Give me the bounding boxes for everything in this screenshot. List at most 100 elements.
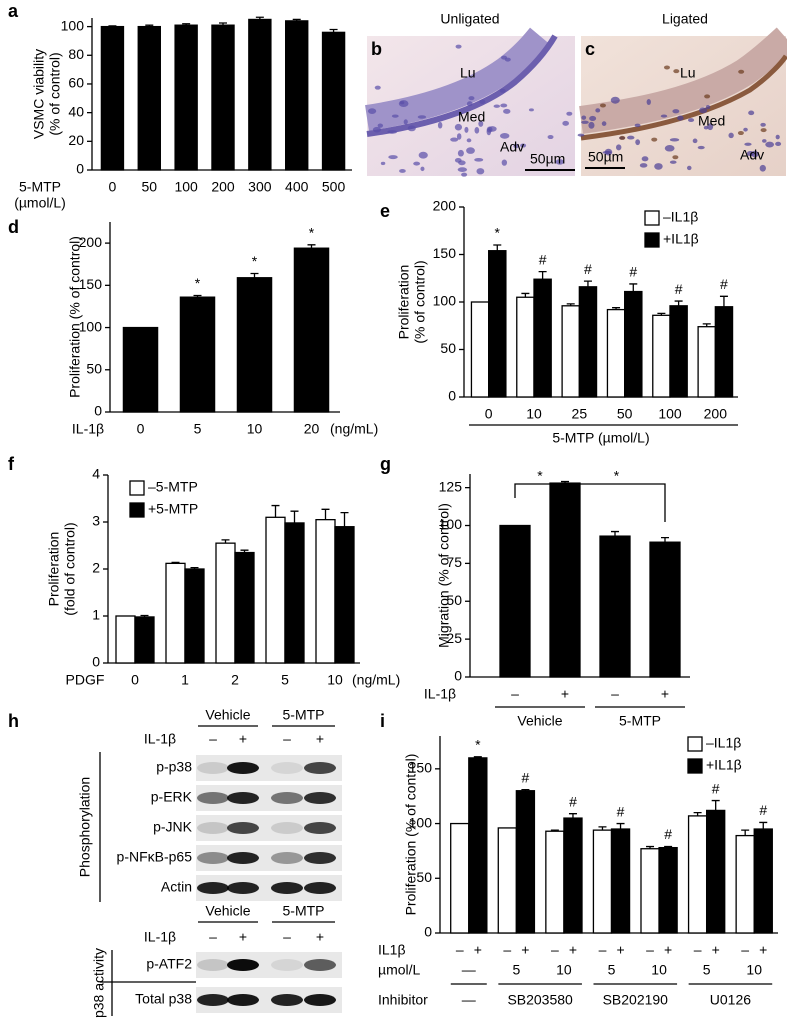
bar <box>640 848 660 934</box>
bar <box>714 306 734 398</box>
nucleus <box>672 155 679 160</box>
significance-marker: # <box>759 802 767 818</box>
nucleus <box>367 108 377 115</box>
scale-label: 50µm <box>588 149 623 165</box>
bar <box>488 250 507 398</box>
x-axis-label: IL-1β <box>424 686 456 702</box>
x-tick-label: 20 <box>304 421 320 437</box>
sign-label: – <box>283 731 291 747</box>
bar <box>753 828 773 934</box>
nucleus <box>654 163 663 170</box>
significance-bracket <box>567 483 666 522</box>
significance-marker: # <box>539 251 547 267</box>
bar <box>599 535 631 678</box>
error-bar <box>521 788 530 791</box>
blot-side-label: p38 activity <box>91 948 107 1018</box>
x-tick-label: 10 <box>327 672 343 688</box>
nucleus <box>760 128 767 133</box>
x-tick-label: 0 <box>485 406 493 422</box>
sign-label: – <box>551 942 559 958</box>
blot-row-label: Total p38 <box>135 991 192 1007</box>
nucleus <box>663 65 670 70</box>
y-tick-label: 50 <box>440 340 456 356</box>
nucleus <box>664 145 675 152</box>
blot-row-label: Actin <box>161 879 192 895</box>
legend-swatch <box>129 480 145 496</box>
legend-label: +IL1β <box>706 757 742 773</box>
bar <box>563 817 583 934</box>
bar <box>284 522 305 664</box>
nucleus <box>468 96 475 101</box>
nucleus <box>474 158 484 162</box>
error-bar <box>561 480 569 484</box>
y-tick-label: 200 <box>433 198 457 214</box>
x-tick-label: 5 <box>703 962 711 978</box>
significance-marker: * <box>252 253 258 269</box>
group-label: — <box>462 992 476 1008</box>
y-tick-label: 200 <box>79 234 103 250</box>
bar <box>265 516 286 664</box>
nucleus <box>499 133 510 139</box>
nucleus <box>692 138 698 144</box>
nucleus <box>450 137 459 142</box>
bar <box>624 290 643 398</box>
blot-band <box>227 959 259 971</box>
error-bar <box>629 283 638 292</box>
nucleus <box>699 107 708 114</box>
nucleus <box>581 115 587 120</box>
error-bar <box>171 561 180 564</box>
bar <box>174 24 198 171</box>
legend-label: –IL1β <box>706 735 741 751</box>
nucleus <box>403 119 408 125</box>
x-axis-label: (ng/mL) <box>352 672 400 688</box>
error-bar <box>493 244 502 251</box>
x-tick-label: 400 <box>285 179 309 195</box>
nucleus <box>391 114 399 118</box>
panel-label: c <box>585 39 595 59</box>
row-label: Inhibitor <box>378 992 428 1008</box>
significance-marker: * <box>614 468 620 484</box>
blot-row-label: p-ERK <box>151 789 193 805</box>
nucleus <box>399 101 405 105</box>
nucleus <box>501 159 508 166</box>
blot-band <box>227 792 259 804</box>
nucleus <box>738 69 745 74</box>
nucleus <box>499 88 506 93</box>
y-tick-label: 40 <box>68 103 84 119</box>
sign-label: – <box>456 942 464 958</box>
y-tick-label: 150 <box>409 760 433 776</box>
nucleus <box>677 115 684 121</box>
x-tick-label: 1 <box>181 672 189 688</box>
x-tick-label: 10 <box>556 962 572 978</box>
y-tick-label: 100 <box>439 516 463 532</box>
y-tick-label: 0 <box>424 924 432 940</box>
x-tick-label: 100 <box>658 406 682 422</box>
panel-label: g <box>380 454 391 474</box>
nucleus <box>707 123 714 131</box>
blot-band <box>227 882 259 894</box>
image-label: Med <box>458 109 485 125</box>
nucleus <box>765 141 775 148</box>
nucleus <box>466 138 472 143</box>
blot-band <box>304 994 336 1006</box>
blot-band <box>197 792 229 804</box>
legend-swatch <box>129 502 145 518</box>
blot-band <box>304 792 336 804</box>
legend-label: –IL1β <box>663 209 698 225</box>
y-tick-label: 2 <box>92 560 100 576</box>
x-tick-label: — <box>462 962 476 978</box>
sign-label: – <box>283 929 291 945</box>
blot-band <box>304 882 336 894</box>
sign-label: + <box>616 942 624 958</box>
bar <box>592 829 613 934</box>
x-tick-label: 50 <box>617 406 633 422</box>
significance-marker: * <box>475 736 481 752</box>
image-label: Adv <box>740 147 764 163</box>
blot-group-label: Vehicle <box>205 903 250 919</box>
legend-swatch <box>644 210 660 226</box>
bar <box>649 541 681 678</box>
legend-swatch <box>687 758 703 774</box>
x-tick-label: 100 <box>174 179 198 195</box>
nucleus <box>528 108 534 112</box>
y-tick-label: 150 <box>79 276 103 292</box>
